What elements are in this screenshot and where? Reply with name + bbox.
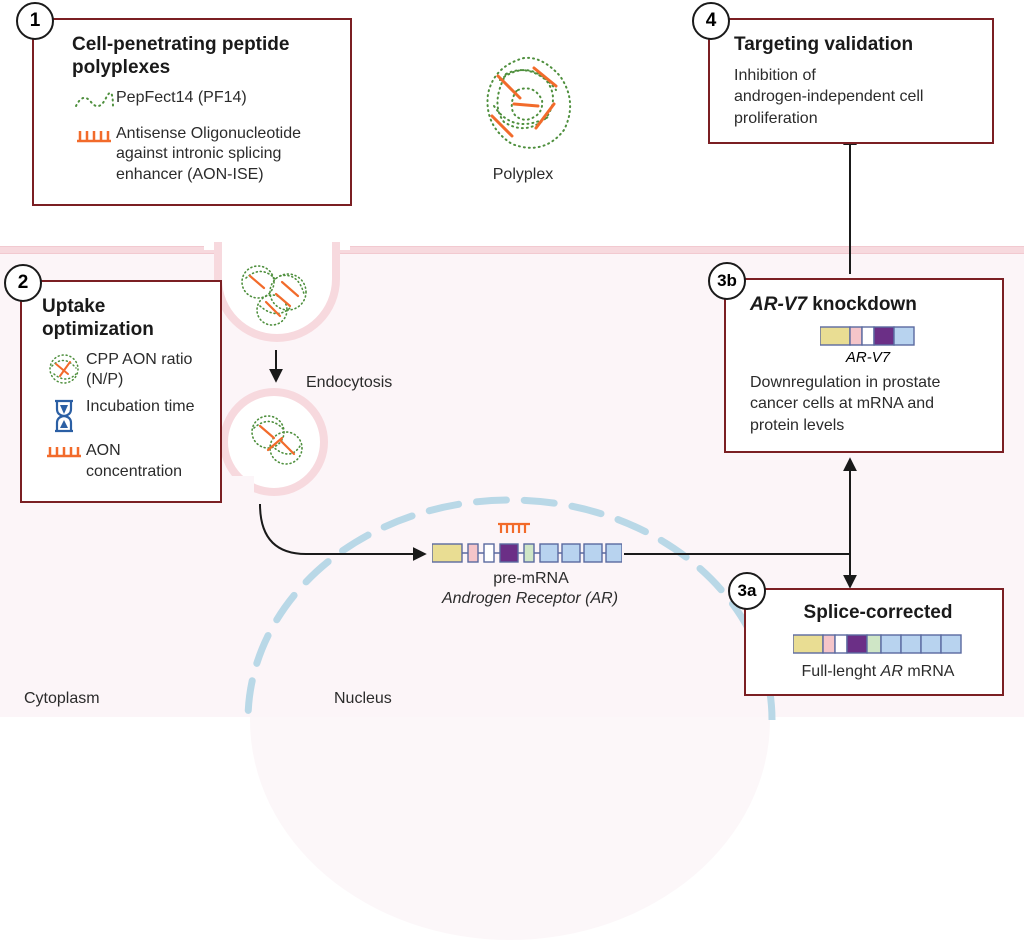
aon-conc-icon bbox=[42, 441, 86, 461]
polyplex-label: Polyplex bbox=[488, 166, 558, 184]
box-2: 2 Uptake optimization CPP AON ratio (N/P… bbox=[20, 280, 222, 503]
premrna-l1: pre-mRNA bbox=[436, 570, 626, 588]
badge-2: 2 bbox=[4, 264, 42, 302]
box3a-caption: Full-lenght AR mRNA bbox=[768, 661, 988, 683]
premrna-l2: Androgen Receptor (AR) bbox=[420, 590, 640, 608]
badge-1: 1 bbox=[16, 2, 54, 40]
box1-title: Cell-penetrating peptide polyplexes bbox=[72, 34, 334, 80]
box4-title: Targeting validation bbox=[734, 34, 976, 57]
nucleus-label: Nucleus bbox=[334, 690, 392, 708]
box-1: 1 Cell-penetrating peptide polyplexes Pe… bbox=[32, 18, 352, 206]
box3a-title: Splice-corrected bbox=[768, 602, 988, 625]
badge-3a: 3a bbox=[728, 572, 766, 610]
polyplex-small-icon bbox=[42, 350, 86, 388]
box2-item1: CPP AON ratio (N/P) bbox=[86, 350, 204, 392]
box-3a: 3a Splice-corrected Full-lenght AR mRNA bbox=[744, 588, 1004, 696]
cytoplasm-label: Cytoplasm bbox=[24, 690, 100, 708]
aon-icon bbox=[72, 124, 116, 146]
box3b-sub: AR-V7 bbox=[750, 349, 986, 366]
box1-item2: Antisense Oligonucleotide against intron… bbox=[116, 124, 334, 186]
box1-item1: PepFect14 (PF14) bbox=[116, 88, 247, 109]
box4-caption: Inhibition of androgen-independent cell … bbox=[734, 65, 976, 130]
box3b-caption: Downregulation in prostate cancer cells … bbox=[750, 372, 986, 437]
badge-4: 4 bbox=[692, 2, 730, 40]
endocytosis-label: Endocytosis bbox=[306, 374, 392, 392]
timer-icon bbox=[42, 397, 86, 435]
premrna-exons bbox=[432, 540, 622, 566]
arv7-exons bbox=[820, 325, 916, 347]
box2-title: Uptake optimization bbox=[42, 296, 204, 342]
box2-item2: Incubation time bbox=[86, 397, 195, 418]
box-3b: 3b AR-V7 knockdown AR-V7 Downregulation … bbox=[724, 278, 1004, 453]
box3b-title: AR-V7 knockdown bbox=[750, 294, 986, 317]
box-4: 4 Targeting validation Inhibition of and… bbox=[708, 18, 994, 144]
pepfect-icon bbox=[72, 88, 116, 114]
badge-3b: 3b bbox=[708, 262, 746, 300]
full-ar-exons bbox=[793, 633, 963, 655]
box2-item3: AON concentration bbox=[86, 441, 204, 483]
aon-on-premrna-icon bbox=[494, 520, 534, 536]
